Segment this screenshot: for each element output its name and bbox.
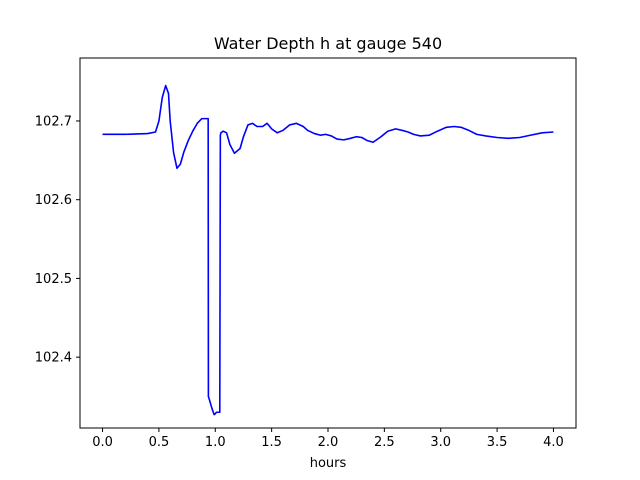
x-tick-label: 2.0 bbox=[318, 435, 339, 450]
y-tick-label: 102.6 bbox=[35, 193, 72, 208]
y-tick-label: 102.5 bbox=[35, 272, 72, 287]
y-tick-label: 102.7 bbox=[35, 114, 72, 129]
x-tick-label: 1.0 bbox=[205, 435, 226, 450]
x-axis: 0.0 0.5 1.0 1.5 2.0 2.5 3.0 3.5 4.0 bbox=[92, 428, 564, 450]
series-line-0 bbox=[102, 84, 554, 416]
y-tick-label: 102.4 bbox=[35, 351, 72, 366]
series-layer bbox=[102, 84, 554, 416]
x-tick-label: 3.5 bbox=[487, 435, 508, 450]
x-axis-label: hours bbox=[310, 456, 347, 471]
x-tick-label: 4.0 bbox=[543, 435, 564, 450]
x-tick-label: 0.5 bbox=[149, 435, 170, 450]
x-tick-label: 3.0 bbox=[430, 435, 451, 450]
x-tick-label: 1.5 bbox=[261, 435, 282, 450]
x-tick-label: 2.5 bbox=[374, 435, 395, 450]
plot-area bbox=[80, 58, 576, 428]
y-axis: 102.4 102.5 102.6 102.7 bbox=[35, 114, 80, 366]
chart-title: Water Depth h at gauge 540 bbox=[214, 34, 442, 53]
x-tick-label: 0.0 bbox=[92, 435, 113, 450]
